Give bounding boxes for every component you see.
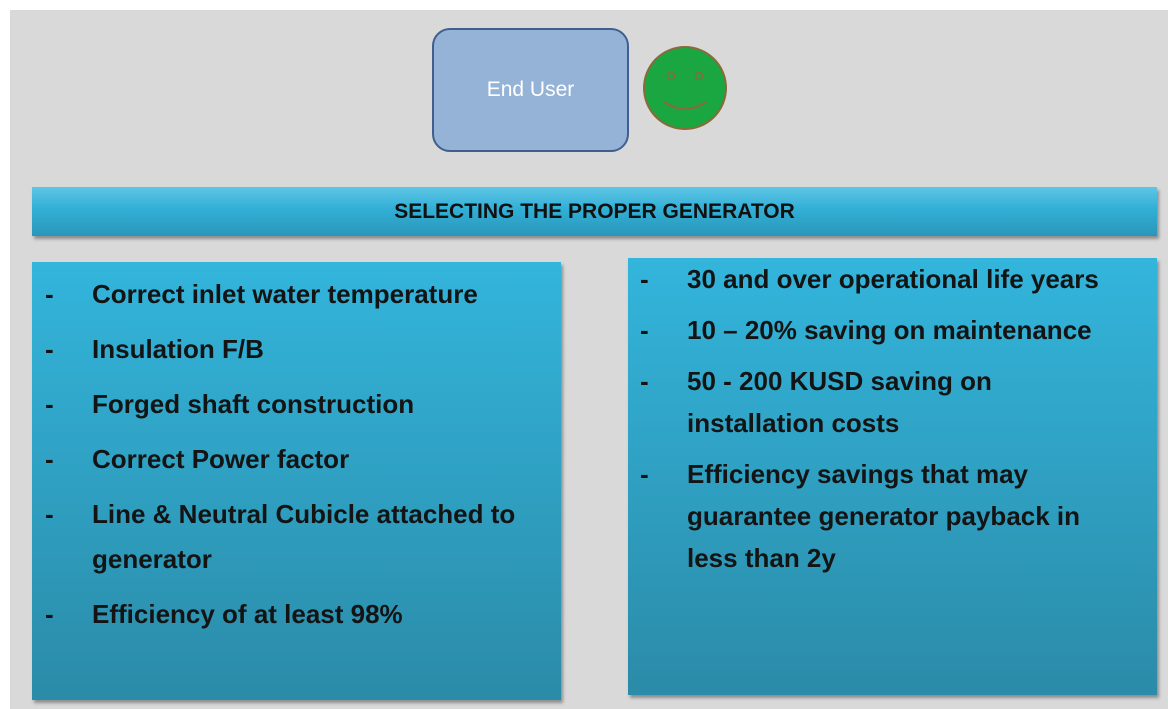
list-item: - Efficiency of at least 98%: [45, 592, 521, 637]
list-item: - Line & Neutral Cubicle attached to gene…: [45, 492, 521, 582]
bullet-dash: -: [45, 444, 54, 474]
item-text: Efficiency of at least 98%: [92, 599, 403, 629]
list-item: - 50 - 200 KUSD saving on installation co…: [640, 360, 1127, 444]
bullet-dash: -: [640, 264, 649, 294]
bullet-dash: -: [640, 315, 649, 345]
list-item: - Correct Power factor: [45, 437, 521, 482]
item-text: Insulation F/B: [92, 334, 264, 364]
right-panel: - 30 and over operational life years - 10 –…: [628, 258, 1157, 695]
list-item: - 30 and over operational life years: [640, 258, 1127, 300]
item-text: 10 – 20% saving on maintenance: [687, 315, 1092, 345]
list-item: - Insulation F/B: [45, 327, 521, 372]
list-item: - 10 – 20% saving on maintenance: [640, 309, 1127, 351]
item-text: 50 - 200 KUSD saving on installation cos…: [687, 366, 992, 438]
item-text: Efficiency savings that may guarantee ge…: [687, 459, 1081, 573]
smiley-icon: [643, 46, 727, 130]
bullet-dash: -: [45, 334, 54, 364]
item-text: 30 and over operational life years: [687, 264, 1099, 294]
list-item: - Efficiency savings that may guarantee g…: [640, 453, 1127, 579]
left-panel: - Correct inlet water temperature - Insulat…: [32, 262, 561, 700]
bullet-dash: -: [45, 389, 54, 419]
item-text: Line & Neutral Cubicle attached to gener…: [92, 499, 516, 574]
bullet-dash: -: [640, 459, 649, 489]
bullet-dash: -: [45, 499, 54, 529]
list-item: - Forged shaft construction: [45, 382, 521, 427]
list-item: - Correct inlet water temperature: [45, 272, 521, 317]
item-text: Correct inlet water temperature: [92, 279, 478, 309]
bullet-dash: -: [640, 366, 649, 396]
item-text: Correct Power factor: [92, 444, 350, 474]
bullet-dash: -: [45, 599, 54, 629]
bullet-dash: -: [45, 279, 54, 309]
item-text: Forged shaft construction: [92, 389, 415, 419]
banner: SELECTING THE PROPER GENERATOR: [32, 187, 1157, 236]
end-user-box: End User: [432, 28, 629, 152]
